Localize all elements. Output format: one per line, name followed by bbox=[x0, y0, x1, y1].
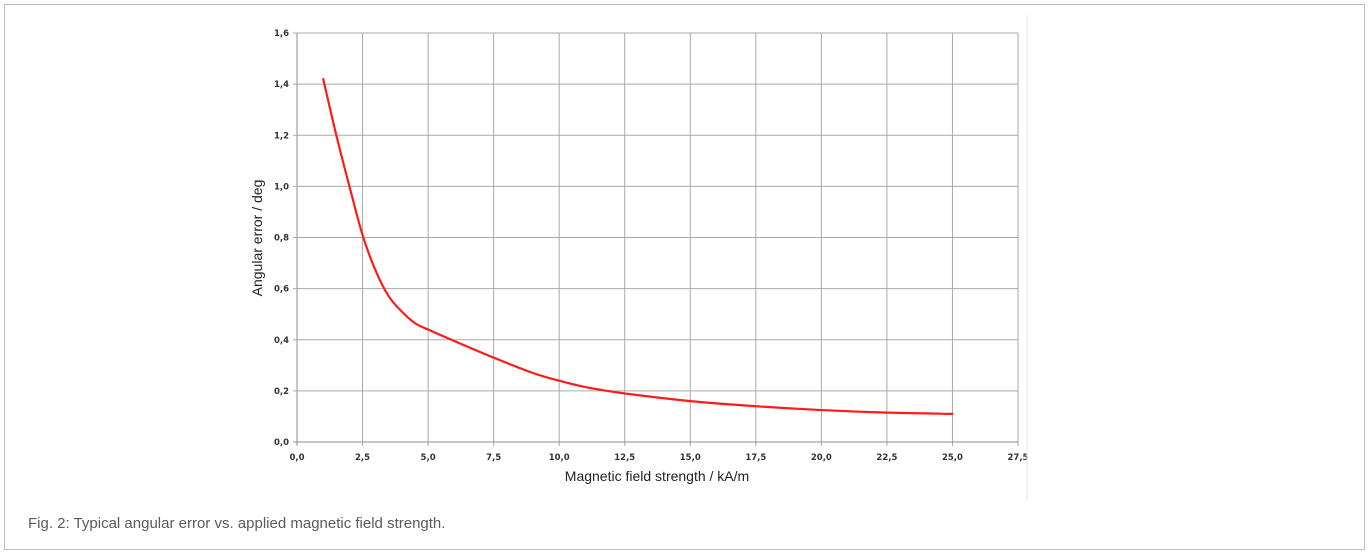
y-tick-label: 0,8 bbox=[274, 234, 289, 244]
x-tick-label: 5,0 bbox=[421, 453, 436, 463]
y-axis-title: Angular error / deg bbox=[249, 180, 265, 297]
y-tick-label: 0,6 bbox=[274, 285, 289, 295]
x-tick-label: 20,0 bbox=[811, 453, 832, 463]
x-tick-label: 0,0 bbox=[289, 453, 304, 463]
x-tick-label: 2,5 bbox=[355, 453, 370, 463]
x-tick-label: 10,0 bbox=[549, 453, 570, 463]
y-tick-label: 1,6 bbox=[274, 29, 289, 39]
y-tick-label: 1,2 bbox=[274, 131, 289, 141]
y-gridlines bbox=[293, 32, 1018, 443]
y-tick-labels: 0,0 0,2 0,4 0,6 0,8 1,0 1,2 1,4 1,6 bbox=[274, 29, 289, 448]
x-tick-label: 12,5 bbox=[614, 453, 635, 463]
x-tick-label: 22,5 bbox=[876, 453, 897, 463]
chart: 0,0 2,5 5,0 7,5 10,0 12,5 15,0 17,5 20,0 22,5 25,0… bbox=[249, 15, 1029, 500]
x-axis-title: Magnetic field strength / kA/m bbox=[565, 468, 749, 484]
y-tick-label: 0,4 bbox=[274, 336, 289, 346]
x-tick-label: 17,5 bbox=[745, 453, 766, 463]
x-tick-label: 27,5 bbox=[1008, 453, 1029, 463]
figure-frame: 0,0 2,5 5,0 7,5 10,0 12,5 15,0 17,5 20,0 22,5 25,0… bbox=[4, 4, 1365, 550]
x-gridlines bbox=[296, 33, 1019, 446]
y-tick-label: 1,0 bbox=[274, 182, 289, 192]
y-tick-label: 0,2 bbox=[274, 387, 289, 397]
y-tick-label: 0,0 bbox=[274, 438, 289, 448]
y-tick-label: 1,4 bbox=[274, 80, 289, 90]
x-tick-label: 15,0 bbox=[680, 453, 701, 463]
x-tick-labels: 0,0 2,5 5,0 7,5 10,0 12,5 15,0 17,5 20,0 22,5 25,0… bbox=[289, 453, 1028, 463]
x-tick-label: 7,5 bbox=[486, 453, 501, 463]
x-tick-label: 25,0 bbox=[942, 453, 963, 463]
figure-caption: Fig. 2: Typical angular error vs. applie… bbox=[28, 515, 446, 532]
series-line-angular-error bbox=[322, 77, 954, 415]
